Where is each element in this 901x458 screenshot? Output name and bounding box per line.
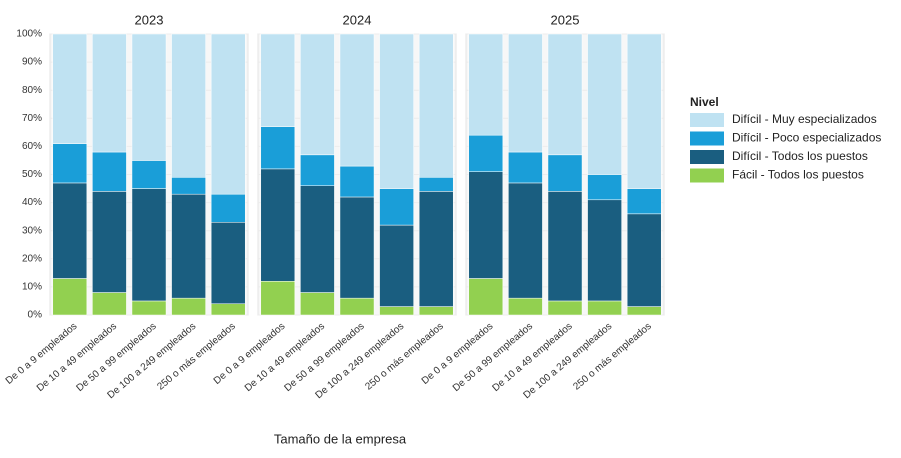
bar-segment bbox=[626, 213, 662, 307]
bar-segment bbox=[52, 182, 88, 279]
bar-segment bbox=[508, 151, 543, 184]
legend-label: Difícil - Todos los puestos bbox=[732, 149, 868, 163]
legend-label: Difícil - Poco especializados bbox=[732, 131, 881, 145]
x-tick-label: De 0 a 9 empleados bbox=[4, 321, 80, 387]
bar-segment bbox=[587, 199, 622, 302]
bar-segment bbox=[260, 281, 296, 316]
bar-segment bbox=[418, 306, 454, 316]
bar-segment bbox=[626, 33, 662, 189]
bar-segment bbox=[171, 297, 206, 316]
bar-segment bbox=[379, 33, 414, 189]
bar-segment bbox=[418, 177, 454, 192]
bar-segment bbox=[52, 33, 88, 144]
bar-segment bbox=[339, 196, 375, 299]
legend-swatch bbox=[690, 150, 724, 164]
y-tick-label: 0% bbox=[28, 310, 43, 321]
y-tick-label: 30% bbox=[22, 225, 42, 236]
bar-segment bbox=[587, 33, 622, 175]
bar-segment bbox=[300, 33, 335, 156]
panel-title: 2023 bbox=[135, 12, 164, 27]
bar-segment bbox=[210, 193, 246, 223]
x-tick-label: 250 o más empleados bbox=[363, 321, 445, 393]
bar-segment bbox=[547, 191, 583, 302]
y-tick-label: 90% bbox=[22, 57, 42, 68]
y-tick-label: 80% bbox=[22, 85, 42, 96]
bar-segment bbox=[339, 33, 375, 167]
panel-title: 2024 bbox=[343, 12, 372, 27]
legend-label: Fácil - Todos los puestos bbox=[732, 168, 864, 182]
bar-segment bbox=[260, 168, 296, 282]
y-tick-label: 70% bbox=[22, 113, 42, 124]
legend-swatch bbox=[690, 168, 724, 183]
bar-segment bbox=[210, 222, 246, 305]
bar-segment bbox=[92, 151, 127, 192]
bar-segment bbox=[626, 188, 662, 215]
bar-segment bbox=[131, 300, 167, 316]
bar-segment bbox=[131, 160, 167, 189]
bar-segment bbox=[300, 292, 335, 316]
bar-segment bbox=[131, 33, 167, 161]
bar-segment bbox=[626, 306, 662, 316]
y-tick-label: 20% bbox=[22, 253, 42, 264]
bar-segment bbox=[260, 126, 296, 170]
bar-segment bbox=[210, 33, 246, 195]
bar-segment bbox=[547, 33, 583, 156]
bar-segment bbox=[171, 33, 206, 178]
bar-segment bbox=[210, 303, 246, 316]
y-tick-label: 100% bbox=[16, 29, 42, 40]
y-tick-label: 40% bbox=[22, 197, 42, 208]
legend-swatch bbox=[690, 131, 724, 146]
bar-segment bbox=[339, 297, 375, 316]
y-tick-label: 10% bbox=[22, 282, 42, 293]
bar-segment bbox=[508, 33, 543, 153]
bar-segment bbox=[92, 292, 127, 316]
bar-segment bbox=[547, 154, 583, 192]
x-axis-title: Tamaño de la empresa bbox=[274, 431, 407, 446]
bar-segment bbox=[508, 182, 543, 299]
x-tick-label: 250 o más empleados bbox=[571, 321, 653, 393]
bar-segment bbox=[52, 143, 88, 184]
bar-segment bbox=[379, 188, 414, 226]
x-tick-label: 250 o más empleados bbox=[155, 321, 237, 393]
bar-segment bbox=[547, 300, 583, 316]
bar-segment bbox=[587, 174, 622, 201]
legend-label: Difícil - Muy especializados bbox=[732, 112, 877, 126]
bar-segment bbox=[131, 188, 167, 302]
bar-segment bbox=[379, 224, 414, 307]
bar-segment bbox=[300, 154, 335, 186]
bar-segment bbox=[418, 33, 454, 178]
bar-segment bbox=[52, 278, 88, 316]
bar-segment bbox=[92, 191, 127, 293]
bar-segment bbox=[379, 306, 414, 316]
bar-segment bbox=[171, 177, 206, 195]
bar-segment bbox=[260, 33, 296, 127]
y-tick-label: 60% bbox=[22, 141, 42, 152]
bar-segment bbox=[171, 193, 206, 299]
bar-segment bbox=[508, 297, 543, 316]
legend-swatch bbox=[690, 113, 724, 127]
y-tick-label: 50% bbox=[22, 169, 42, 180]
bar-segment bbox=[468, 171, 504, 279]
bar-segment bbox=[468, 278, 504, 316]
bar-segment bbox=[300, 185, 335, 293]
legend-title: Nivel bbox=[690, 95, 719, 109]
panel-title: 2025 bbox=[551, 12, 580, 27]
bar-segment bbox=[418, 191, 454, 307]
bar-segment bbox=[339, 165, 375, 198]
bar-segment bbox=[468, 134, 504, 172]
bar-segment bbox=[587, 300, 622, 316]
bar-segment bbox=[468, 33, 504, 136]
bar-segment bbox=[92, 33, 127, 153]
